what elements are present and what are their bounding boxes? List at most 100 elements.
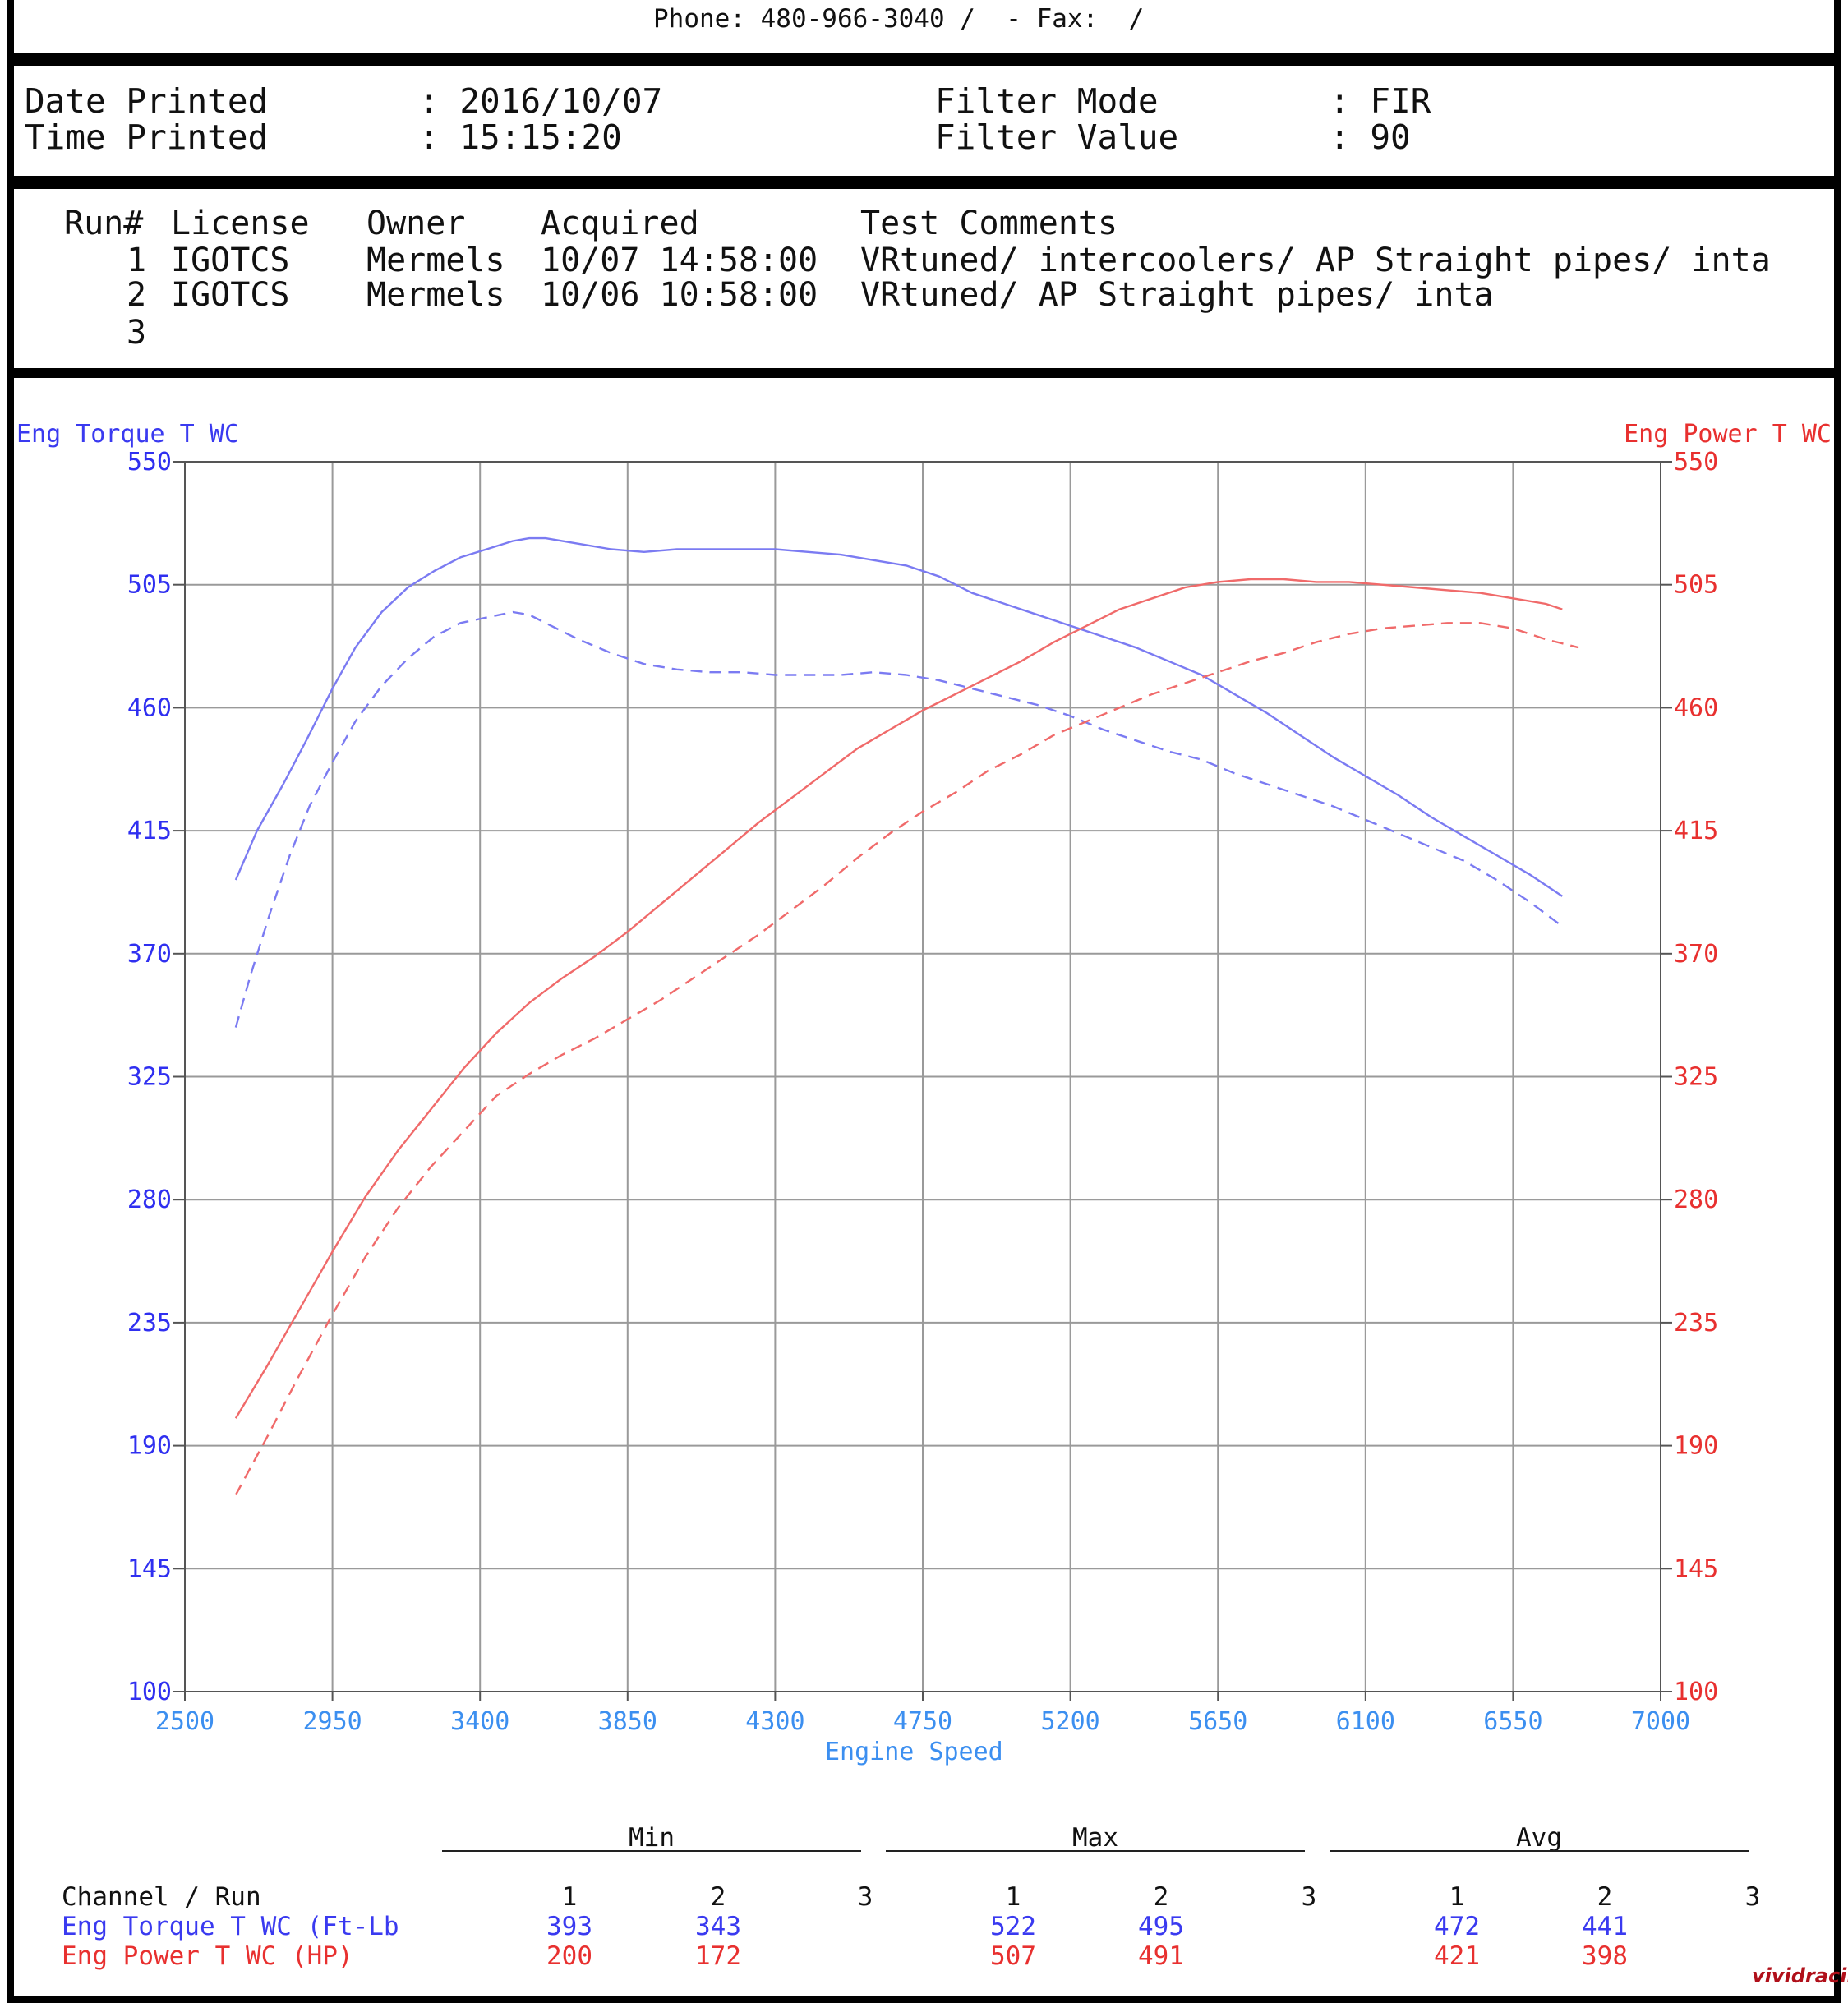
runs-header-comments: Test Comments <box>860 205 1118 242</box>
stats-run-label: 3 <box>1744 1882 1761 1912</box>
run-license: IGOTCS <box>171 242 290 279</box>
watermark-logo: vividracing <box>1752 1964 1848 1987</box>
runs-header-acquired: Acquired <box>541 205 699 242</box>
y-tick-label-left: 280 <box>127 1186 172 1214</box>
x-tick-label: 5200 <box>1040 1707 1099 1736</box>
stats-value-min: 393 <box>546 1912 592 1941</box>
stats-value-avg: 472 <box>1434 1912 1480 1941</box>
stats-value-max: 507 <box>990 1941 1036 1971</box>
stats-channel-name: Eng Torque T WC (Ft-Lb <box>62 1912 399 1941</box>
y-tick-label-left: 235 <box>127 1309 172 1338</box>
time-printed-label: Time Printed <box>25 117 269 157</box>
stats-value-avg: 398 <box>1582 1941 1628 1971</box>
x-tick-label: 4750 <box>893 1707 952 1736</box>
x-tick-label: 2950 <box>302 1707 362 1736</box>
left-axis-title: Eng Torque T WC <box>16 420 239 449</box>
stats-run-label: 2 <box>1153 1882 1169 1912</box>
run-owner: Mermels <box>366 242 505 279</box>
stats-run-label: 1 <box>1005 1882 1021 1912</box>
stats-run-label: 2 <box>1597 1882 1613 1912</box>
y-tick-label-right: 505 <box>1674 571 1718 600</box>
y-tick-label-left: 460 <box>127 693 172 722</box>
chart-series <box>234 536 1579 1496</box>
stats-run-label: 1 <box>561 1882 578 1912</box>
stats-group-max: Max <box>1072 1823 1118 1853</box>
y-tick-label-left: 370 <box>127 940 172 969</box>
stats-group-avg: Avg <box>1516 1823 1562 1853</box>
run-number: 2 <box>127 276 147 314</box>
y-tick-label-right: 280 <box>1674 1186 1718 1214</box>
chart-tick-labels: 550 550 505 505 460 460 415 415 370 370 325 325 280 2… <box>127 448 1718 1736</box>
chart-axes <box>173 461 1672 1701</box>
x-tick-label: 7000 <box>1631 1707 1690 1736</box>
run-acquired: 10/06 10:58:00 <box>541 276 818 314</box>
stats-run-label: 2 <box>710 1882 726 1912</box>
power-run1-line <box>234 578 1563 1419</box>
y-tick-label-right: 325 <box>1674 1063 1718 1092</box>
filter-value-value: : 90 <box>1330 117 1411 157</box>
stats-group-min: Min <box>629 1823 675 1853</box>
run-comments: VRtuned/ AP Straight pipes/ inta <box>860 276 1494 314</box>
x-tick-label: 2500 <box>155 1707 214 1736</box>
y-tick-label-right: 370 <box>1674 940 1718 969</box>
filter-value-label: Filter Value <box>935 117 1179 157</box>
run-number: 3 <box>127 314 147 352</box>
stats-value-max: 491 <box>1138 1941 1184 1971</box>
y-tick-label-right: 460 <box>1674 693 1718 722</box>
run-number: 1 <box>127 242 147 279</box>
stats-value-min: 200 <box>546 1941 592 1971</box>
contact-line: Phone: 480-966-3040 / - Fax: / <box>653 4 1145 34</box>
chart-grid <box>184 461 1661 1692</box>
y-tick-label-right: 190 <box>1674 1432 1718 1461</box>
torque-run1-line <box>234 536 1563 897</box>
x-tick-label: 4300 <box>745 1707 804 1736</box>
y-tick-label-left: 325 <box>127 1063 172 1092</box>
print-info-box <box>7 59 1841 182</box>
stats-value-avg: 441 <box>1582 1912 1628 1941</box>
y-tick-label-right: 145 <box>1674 1554 1718 1583</box>
time-printed-value: : 15:15:20 <box>419 117 622 157</box>
run-acquired: 10/07 14:58:00 <box>541 242 818 279</box>
run-owner: Mermels <box>366 276 505 314</box>
stats-run-label: 3 <box>1301 1882 1317 1912</box>
runs-header-license: License <box>171 205 310 242</box>
y-tick-label-left: 100 <box>127 1678 172 1706</box>
torque-run2-line <box>234 610 1564 1028</box>
stats-group-underline <box>442 1850 861 1852</box>
date-printed-value: : 2016/10/07 <box>419 81 663 121</box>
stats-group-underline <box>886 1850 1305 1852</box>
run-license: IGOTCS <box>171 276 290 314</box>
stats-value-min: 343 <box>695 1912 741 1941</box>
y-tick-label-right: 550 <box>1674 448 1718 477</box>
stats-run-label: 1 <box>1449 1882 1465 1912</box>
x-tick-label: 6550 <box>1483 1707 1542 1736</box>
stats-value-max: 495 <box>1138 1912 1184 1941</box>
x-tick-label: 6100 <box>1336 1707 1395 1736</box>
y-tick-label-right: 100 <box>1674 1678 1718 1706</box>
y-tick-label-left: 505 <box>127 571 172 600</box>
stats-channel-name: Eng Power T WC (HP) <box>62 1941 353 1971</box>
y-tick-label-right: 415 <box>1674 817 1718 845</box>
power-run2-line <box>234 622 1579 1496</box>
stats-value-avg: 421 <box>1434 1941 1480 1971</box>
y-tick-label-left: 550 <box>127 448 172 477</box>
date-printed-label: Date Printed <box>25 81 269 121</box>
y-tick-label-left: 415 <box>127 817 172 845</box>
filter-mode-label: Filter Mode <box>935 81 1159 121</box>
y-tick-label-left: 190 <box>127 1432 172 1461</box>
run-comments: VRtuned/ intercoolers/ AP Straight pipes… <box>860 242 1771 279</box>
stats-run-label: 3 <box>857 1882 873 1912</box>
runs-header-run: Run# <box>64 205 144 242</box>
stats-value-min: 172 <box>695 1941 741 1971</box>
y-tick-label-left: 145 <box>127 1554 172 1583</box>
x-tick-label: 3400 <box>450 1707 509 1736</box>
y-tick-label-right: 235 <box>1674 1309 1718 1338</box>
x-tick-label: 5650 <box>1188 1707 1247 1736</box>
filter-mode-value: : FIR <box>1330 81 1431 121</box>
header-box <box>7 0 1841 59</box>
right-axis-title: Eng Power T WC <box>1624 420 1832 449</box>
x-tick-label: 3850 <box>598 1707 657 1736</box>
runs-box <box>7 182 1841 378</box>
stats-value-max: 522 <box>990 1912 1036 1941</box>
